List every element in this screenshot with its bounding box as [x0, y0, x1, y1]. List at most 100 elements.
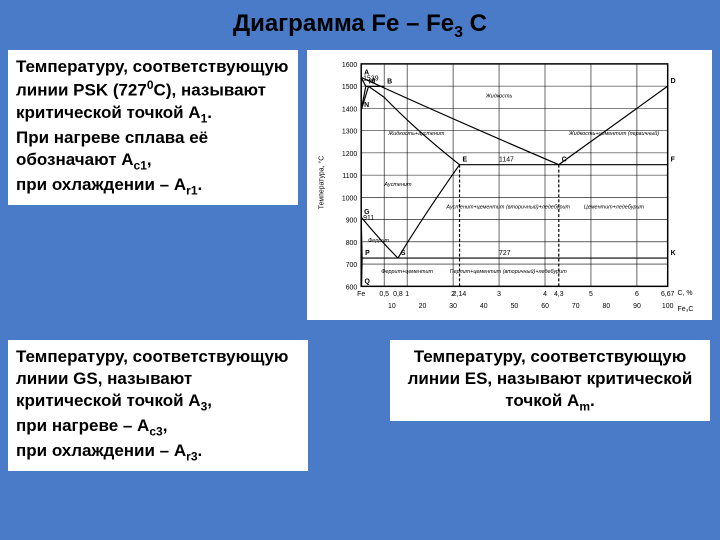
t: при нагреве – А: [16, 416, 149, 435]
svg-text:Жидкость: Жидкость: [485, 93, 513, 99]
t: ,: [163, 416, 168, 435]
text-block-es: Температуру, соответствующую линии ES, н…: [390, 340, 710, 421]
t: точкой А: [127, 103, 201, 122]
point-labels: ABHJNCDEFGSPKQ: [364, 69, 675, 285]
svg-text:J: J: [372, 78, 376, 85]
text-block-psk: Температуру, соответствующую линии PSK (…: [8, 50, 298, 205]
svg-text:900: 900: [346, 218, 358, 225]
svg-text:1100: 1100: [342, 173, 357, 180]
svg-text:B: B: [387, 78, 392, 85]
svg-text:6,67: 6,67: [661, 291, 675, 298]
t: при охлаждении – А: [16, 441, 186, 460]
svg-text:30: 30: [449, 303, 457, 310]
t: .: [207, 103, 212, 122]
svg-text:4: 4: [543, 291, 547, 298]
phase-diagram: Температура, °C 160015001400130012001100…: [307, 50, 712, 320]
y-ticks: 1600 1500 1400 1300 1200 1100 1000 900 800 700 600…: [342, 62, 379, 291]
t: Температуру, соответствующую: [414, 347, 686, 366]
t: 0: [147, 78, 154, 92]
t: точкой А: [127, 391, 201, 410]
svg-text:80: 80: [603, 303, 611, 310]
svg-text:1600: 1600: [342, 62, 358, 69]
svg-text:G: G: [364, 209, 369, 216]
svg-text:40: 40: [480, 303, 488, 310]
phase-diagram-svg: Температура, °C 160015001400130012001100…: [311, 54, 708, 316]
svg-text:1400: 1400: [342, 106, 358, 113]
svg-text:70: 70: [572, 303, 580, 310]
t: C),: [154, 81, 177, 100]
t: .: [590, 391, 595, 410]
svg-text:K: K: [671, 250, 676, 257]
svg-text:Жидкость+цементит (первичный): Жидкость+цементит (первичный): [568, 130, 660, 137]
svg-text:5: 5: [589, 291, 593, 298]
t: Температуру, соответствующую: [16, 57, 288, 76]
svg-text:Fe: Fe: [357, 291, 365, 298]
svg-text:E: E: [462, 157, 467, 164]
svg-text:1500: 1500: [342, 84, 358, 91]
svg-text:1: 1: [405, 291, 409, 298]
svg-text:N: N: [364, 102, 369, 109]
svg-text:Аустенит: Аустенит: [383, 182, 412, 188]
svg-text:Перлит+цементит (вторичный)+ле: Перлит+цементит (вторичный)+ледебурит: [450, 268, 567, 275]
svg-text:2,14: 2,14: [453, 291, 467, 298]
svg-text:700: 700: [346, 262, 358, 269]
svg-text:A: A: [364, 69, 369, 76]
page-title: Диаграмма Fe – Fe3 C: [0, 0, 720, 50]
svg-text:6: 6: [635, 291, 639, 298]
t: ,: [207, 391, 212, 410]
title-text: Диаграмма Fe – Fe: [233, 10, 454, 37]
y-axis-label: Температура, °C: [318, 156, 326, 209]
svg-text:Q: Q: [365, 278, 371, 285]
t: c1: [134, 158, 147, 172]
svg-text:20: 20: [419, 303, 427, 310]
svg-text:600: 600: [346, 284, 358, 291]
svg-text:Феррит+цементит: Феррит+цементит: [381, 269, 433, 275]
x-label-fec: Fe₃C: [678, 306, 694, 313]
svg-text:Феррит: Феррит: [368, 238, 389, 244]
svg-text:727: 727: [499, 250, 511, 257]
svg-text:1200: 1200: [342, 151, 358, 158]
svg-text:10: 10: [388, 303, 396, 310]
svg-text:P: P: [365, 250, 370, 257]
t: c3: [149, 425, 162, 439]
svg-text:C: C: [562, 157, 567, 164]
svg-text:1147: 1147: [499, 157, 514, 164]
title-text-2: C: [463, 10, 487, 37]
text-block-gs: Температуру, соответствующую линии GS, н…: [8, 340, 308, 471]
svg-text:4,3: 4,3: [554, 291, 564, 298]
svg-text:Цементит+ледебурит: Цементит+ледебурит: [584, 204, 645, 210]
svg-text:800: 800: [346, 240, 358, 247]
t: точкой А: [505, 391, 579, 410]
t: .: [198, 441, 203, 460]
svg-text:Жидкость+аустенит: Жидкость+аустенит: [387, 131, 445, 137]
t: при охлаждении – А: [16, 175, 186, 194]
region-labels: Жидкость Жидкость+аустенит Жидкость+цемент…: [368, 93, 659, 275]
svg-text:S: S: [401, 250, 406, 257]
t: ,: [147, 150, 152, 169]
t: r1: [186, 183, 197, 197]
x-label-c: C, %: [678, 290, 693, 297]
svg-text:50: 50: [511, 303, 519, 310]
t: m: [579, 400, 590, 414]
svg-text:1000: 1000: [342, 195, 358, 202]
t: .: [198, 175, 203, 194]
svg-text:Аустенит+цементит (вторичный)+: Аустенит+цементит (вторичный)+ледебурит: [445, 203, 570, 210]
svg-text:60: 60: [541, 303, 549, 310]
x-pct-ticks: 10 20 30 40 50 60 70 80 90 100: [388, 303, 674, 310]
t: линии GS: [16, 369, 98, 388]
t: Температуру, соответствующую: [16, 347, 288, 366]
t: При нагреве сплава её обозначают А: [16, 128, 208, 169]
svg-text:D: D: [671, 78, 676, 85]
svg-text:0,8: 0,8: [393, 291, 403, 298]
title-sub: 3: [454, 24, 463, 41]
svg-text:F: F: [671, 157, 675, 164]
svg-text:100: 100: [662, 303, 674, 310]
t: , называют критической: [487, 369, 692, 388]
svg-text:3: 3: [497, 291, 501, 298]
svg-text:1300: 1300: [342, 129, 358, 136]
svg-text:90: 90: [633, 303, 641, 310]
svg-text:0,5: 0,5: [379, 291, 389, 298]
t: линии PSK (727: [16, 81, 147, 100]
t: r3: [186, 450, 197, 464]
x-ticks: Fe0,50,8122,14344,3566,67: [357, 291, 674, 298]
